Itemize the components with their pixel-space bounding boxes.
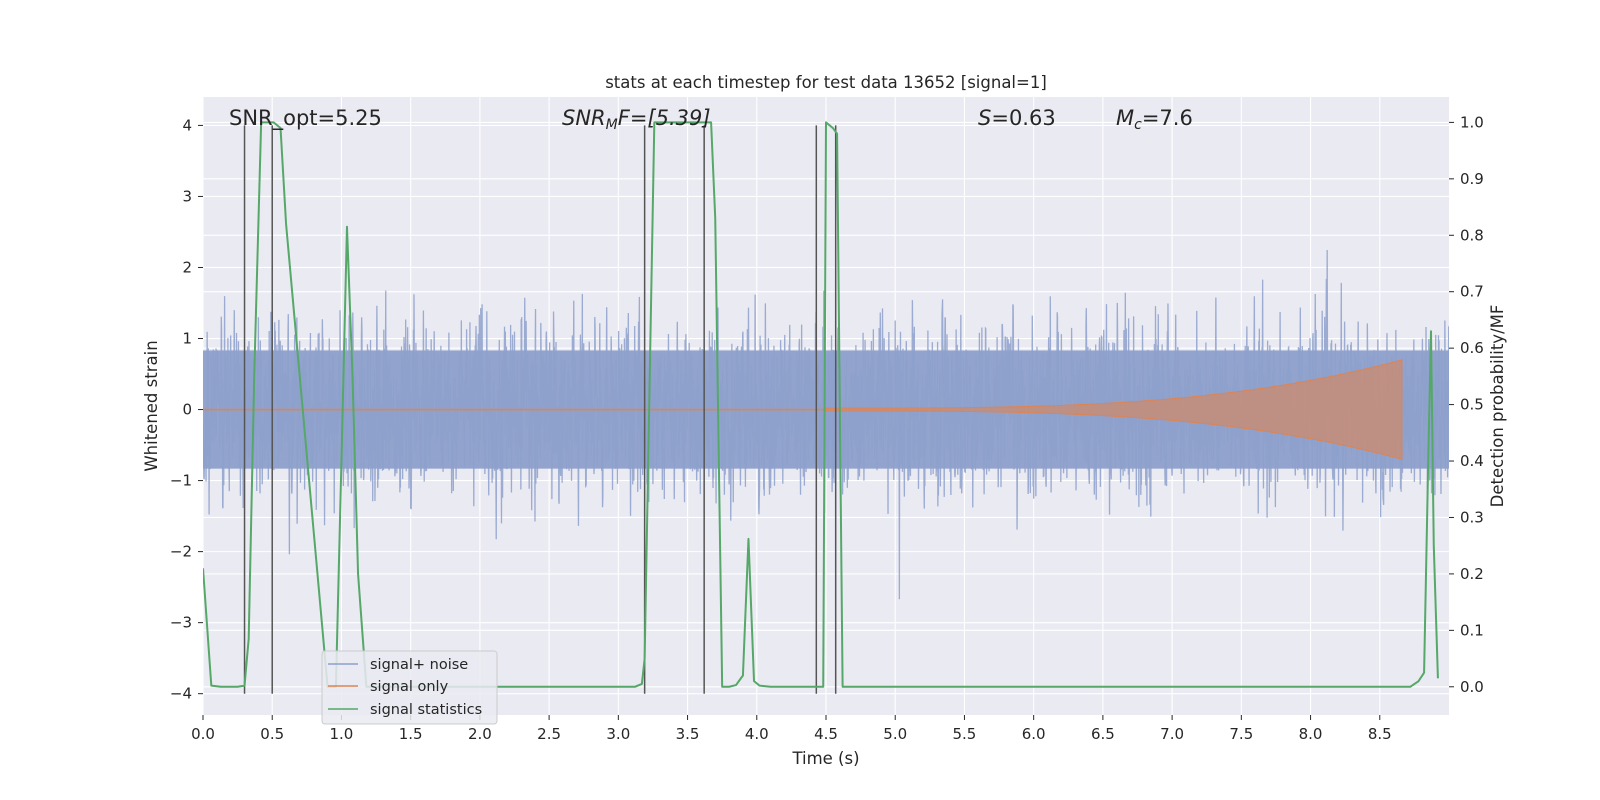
y-axis-label: Whitened strain xyxy=(142,340,161,471)
x-tick-label: 6.0 xyxy=(1022,725,1046,743)
x-tick-label: 7.5 xyxy=(1229,725,1253,743)
x-tick-label: 5.0 xyxy=(883,725,907,743)
y-axis-ticks: 4 3 2 1 0 −1 −2 −3 −4 xyxy=(170,116,203,703)
x-axis-ticks: 0.0 0.5 1.0 1.5 2.0 2.5 3.0 3.5 4.0 4.5 5.0 5.5 6.0 6… xyxy=(191,715,1392,743)
y-tick-label: −3 xyxy=(170,614,192,632)
signal-statistics-line xyxy=(203,121,1439,688)
series-signal-statistics xyxy=(203,121,1439,688)
chart-title: stats at each timestep for test data 136… xyxy=(605,73,1047,92)
x-tick-label: 5.5 xyxy=(953,725,977,743)
y-tick-label: 0 xyxy=(182,401,192,419)
x-tick-label: 1.5 xyxy=(399,725,423,743)
x-tick-label: 4.0 xyxy=(745,725,769,743)
y2-tick-label: 1.0 xyxy=(1460,113,1484,131)
x-tick-label: 7.0 xyxy=(1160,725,1184,743)
x-tick-label: 0.0 xyxy=(191,725,215,743)
y2-tick-label: 0.1 xyxy=(1460,621,1484,639)
y-tick-label: −2 xyxy=(170,543,192,561)
x-tick-label: 8.5 xyxy=(1368,725,1392,743)
y2-axis-ticks: 1.0 0.9 0.8 0.7 0.6 0.5 0.4 0.3 0.2 0.1 0.0 xyxy=(1449,113,1484,696)
annotation-mc: Mc=7.6 xyxy=(1116,106,1193,133)
x-tick-label: 6.5 xyxy=(1091,725,1115,743)
y2-axis-label: Detection probability/MF xyxy=(1488,305,1507,508)
x-tick-label: 3.5 xyxy=(676,725,700,743)
x-tick-label: 2.0 xyxy=(468,725,492,743)
x-tick-label: 3.0 xyxy=(606,725,630,743)
x-tick-label: 1.0 xyxy=(330,725,354,743)
y-tick-label: 1 xyxy=(182,330,192,348)
y-tick-label: 2 xyxy=(182,258,192,276)
y-tick-label: −1 xyxy=(170,472,192,490)
series-signal-only xyxy=(203,359,1403,460)
legend-label-signal-noise: signal+ noise xyxy=(370,657,468,673)
y-tick-label: 4 xyxy=(182,116,192,134)
plot-content xyxy=(203,121,1449,694)
legend: signal+ noise signal only signal statist… xyxy=(321,650,498,725)
y2-tick-label: 0.8 xyxy=(1460,226,1484,244)
y2-tick-label: 0.7 xyxy=(1460,283,1484,301)
annotation-s: S=0.63 xyxy=(978,106,1056,130)
y2-tick-label: 0.2 xyxy=(1460,565,1484,583)
x-tick-label: 0.5 xyxy=(260,725,284,743)
legend-label-signal-statistics: signal statistics xyxy=(370,702,482,718)
annotation-snr-mf: SNRMF=[5.39] xyxy=(562,106,711,133)
y2-tick-label: 0.0 xyxy=(1460,678,1484,696)
y2-tick-label: 0.3 xyxy=(1460,508,1484,526)
y-tick-label: 3 xyxy=(182,187,192,205)
y2-tick-label: 0.5 xyxy=(1460,396,1484,414)
y2-tick-label: 0.6 xyxy=(1460,339,1484,357)
x-tick-label: 8.0 xyxy=(1299,725,1323,743)
x-tick-label: 2.5 xyxy=(537,725,561,743)
y2-tick-label: 0.9 xyxy=(1460,170,1484,188)
y2-tick-label: 0.4 xyxy=(1460,452,1484,470)
y-tick-label: −4 xyxy=(170,685,192,703)
signal-only-chirp xyxy=(825,359,1403,460)
x-tick-label: 4.5 xyxy=(814,725,838,743)
legend-box xyxy=(321,650,498,725)
x-axis-label: Time (s) xyxy=(791,749,859,768)
vertical-lines xyxy=(243,125,837,694)
legend-label-signal-only: signal only xyxy=(370,679,449,695)
annotation-snr-opt: SNR_opt=5.25 xyxy=(229,106,382,131)
